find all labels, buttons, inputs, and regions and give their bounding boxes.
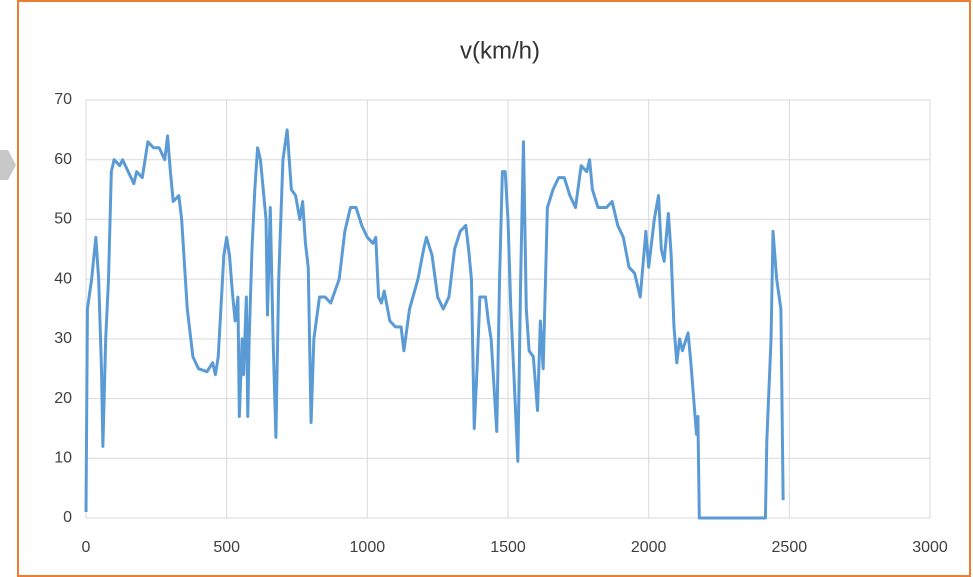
- y-tick-label: 50: [54, 211, 72, 228]
- y-tick-label: 60: [54, 151, 72, 168]
- x-tick-label: 3000: [912, 539, 948, 556]
- side-handle: [0, 150, 16, 180]
- x-tick-label: 1500: [490, 539, 526, 556]
- x-tick-label: 0: [82, 539, 91, 556]
- x-tick-label: 2000: [631, 539, 667, 556]
- data-line: [84, 128, 785, 520]
- chart-frame: [17, 0, 971, 577]
- y-tick-label: 40: [54, 270, 72, 287]
- y-tick-label: 30: [54, 330, 72, 347]
- chart-title: v(km/h): [460, 37, 540, 64]
- y-tick-label: 10: [54, 450, 72, 467]
- y-tick-label: 0: [63, 509, 72, 526]
- x-tick-label: 500: [213, 539, 240, 556]
- x-tick-label: 1000: [350, 539, 386, 556]
- x-tick-label: 2500: [772, 539, 808, 556]
- y-tick-label: 70: [54, 91, 72, 108]
- y-tick-label: 20: [54, 390, 72, 407]
